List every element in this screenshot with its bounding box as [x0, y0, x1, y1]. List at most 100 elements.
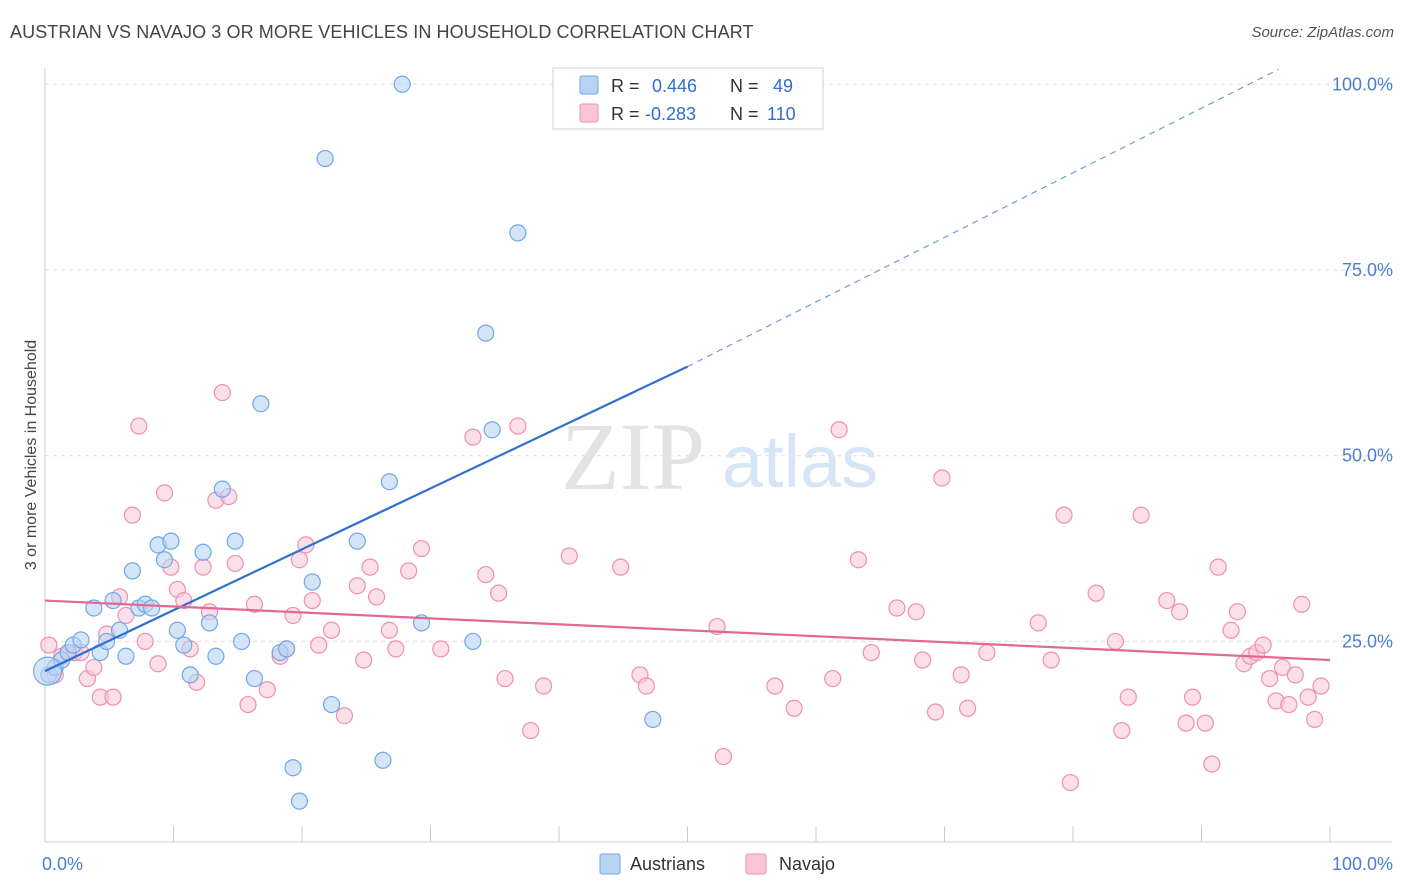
navajo-point [155, 484, 174, 502]
navajo-point [1132, 506, 1150, 524]
navajo-point [322, 621, 341, 639]
austrian-point [277, 640, 296, 658]
navajo-point [496, 669, 514, 688]
navajo-point [849, 551, 868, 569]
navajo-point [1305, 710, 1324, 729]
navajo-point [149, 655, 167, 673]
navajo-point [888, 599, 906, 617]
austrian-point [104, 591, 122, 610]
austrian-point [143, 599, 161, 617]
austrian-point [155, 551, 174, 569]
austrian-point [483, 421, 501, 439]
navajo-point [534, 677, 553, 695]
austrian-point [374, 751, 392, 769]
x-tick-label: 100.0% [1332, 854, 1393, 874]
navajo-point [1042, 651, 1060, 669]
grid-lines [45, 83, 1392, 642]
austrian-point [290, 792, 309, 810]
navajo-point [412, 539, 431, 558]
navajo-point [926, 703, 945, 721]
austrians-n-value: 49 [773, 76, 793, 96]
navajo-point [213, 383, 231, 402]
navajo-point [477, 565, 495, 584]
watermark-zip: ZIP [561, 403, 705, 510]
navajo-point [85, 658, 103, 677]
navajo-point [1029, 614, 1047, 632]
navajo-point [348, 577, 366, 595]
legend-austrians-label: Austrians [630, 854, 705, 874]
navajo-point [1119, 688, 1137, 706]
austrians-r-label: R = [611, 76, 640, 96]
navajo-point [226, 554, 244, 573]
navajo-point [1286, 666, 1304, 684]
navajo-point [1273, 658, 1292, 677]
navajo-point [612, 558, 630, 576]
navajo-point [785, 699, 803, 717]
navajo-point [509, 417, 527, 435]
stats-legend: R = 0.446 N = 49 R = -0.283 N = 110 [552, 67, 824, 130]
austrian-point [162, 532, 180, 550]
austrian-point [233, 632, 251, 651]
austrian-point [175, 636, 193, 654]
navajo-n-value: 110 [767, 104, 796, 124]
navajo-point [123, 506, 141, 524]
austrian-point [252, 395, 270, 413]
navajo-point [104, 688, 122, 706]
navajo-point [907, 603, 925, 621]
navajo-point [387, 640, 405, 658]
austrians-trendline-extension [687, 68, 1279, 368]
navajo-point [1055, 506, 1073, 524]
navajo-point [714, 747, 733, 766]
navajo-point [1087, 584, 1105, 602]
axes [44, 68, 1392, 843]
navajo-trendline [44, 599, 1331, 662]
legend-navajo-swatch [745, 853, 767, 875]
navajo-point [355, 651, 373, 669]
austrians-r-value: 0.446 [652, 76, 697, 96]
austrian-point [477, 324, 495, 342]
y-tick-label: 75.0% [1342, 260, 1393, 280]
navajo-point [117, 606, 135, 625]
navajo-point [335, 707, 354, 725]
navajo-n-label: N = [730, 104, 759, 124]
austrian-point [644, 710, 662, 729]
navajo-point [490, 584, 508, 602]
navajo-point [1158, 591, 1176, 610]
austrian-point [322, 695, 341, 714]
navajo-point [367, 588, 386, 606]
navajo-r-value: -0.283 [645, 104, 696, 124]
y-tick-label: 100.0% [1332, 74, 1393, 94]
navajo-point [1171, 603, 1189, 621]
navajo-point [303, 591, 321, 610]
navajo-point [1312, 677, 1330, 695]
navajo-r-label: R = [611, 104, 640, 124]
navajo-point [1177, 714, 1195, 732]
navajo-point [978, 643, 996, 662]
navajo-point [1183, 688, 1202, 706]
austrian-point [393, 75, 411, 93]
navajo-point [194, 558, 212, 576]
tick-labels: 25.0% 50.0% 75.0% 100.0% 0.0% 100.0% [42, 74, 1393, 874]
navajo-point [560, 547, 578, 565]
source-credit: Source: ZipAtlas.com [1251, 24, 1394, 41]
navajo-point [1113, 721, 1131, 740]
navajo-point [258, 681, 276, 699]
austrian-point [200, 614, 219, 632]
austrians-n-label: N = [730, 76, 759, 96]
navajo-point [1106, 632, 1125, 651]
navajo-point [361, 558, 379, 576]
navajo-point [130, 417, 148, 435]
austrian-point [316, 149, 334, 168]
austrians-swatch [579, 75, 599, 95]
navajo-point [1209, 558, 1227, 576]
navajo-point [40, 636, 58, 654]
series-legend: Austrians Navajo [599, 853, 835, 875]
austrian-point [207, 647, 225, 665]
navajo-point [933, 469, 951, 487]
austrian-point [303, 573, 321, 591]
navajo-point [1261, 669, 1279, 688]
navajo-point [245, 595, 264, 613]
navajo-point [239, 695, 257, 714]
x-tick-label: 0.0% [42, 854, 83, 874]
